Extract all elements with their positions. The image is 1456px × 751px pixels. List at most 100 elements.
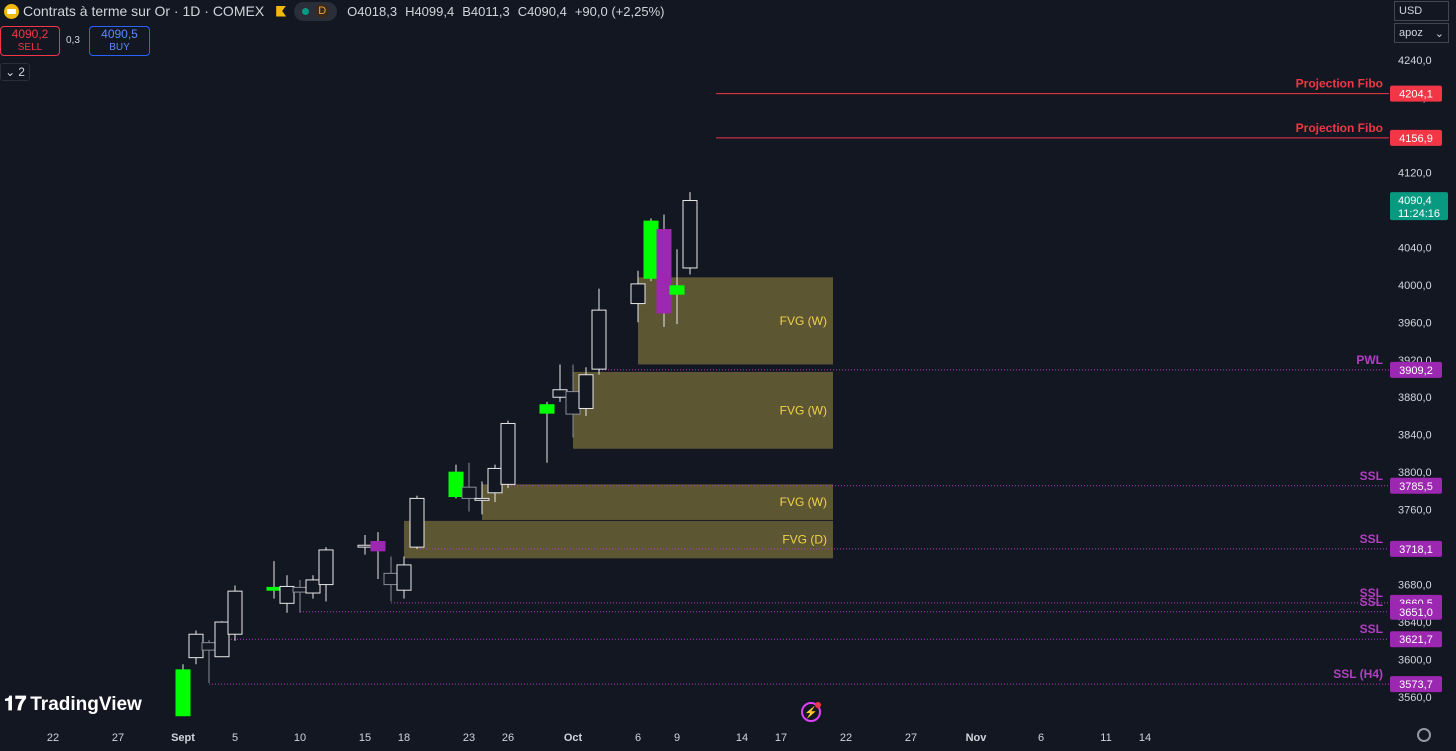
gold-symbol-icon (4, 3, 19, 19)
sell-button[interactable]: 4090,2 SELL (0, 26, 60, 56)
price-tag (1390, 361, 1442, 378)
low-label: B (462, 3, 471, 19)
price-tick-label: 4040,0 (1398, 242, 1432, 254)
candle-body (643, 220, 659, 279)
fvg-zone-label: FVG (W) (780, 403, 827, 417)
candle-body (175, 669, 191, 717)
price-tick-label: 3600,0 (1398, 655, 1432, 667)
price-tag (1390, 85, 1442, 102)
user-select[interactable]: apoz ⌄ (1394, 23, 1449, 43)
candle-body (448, 471, 464, 498)
time-tick-label: 11 (1100, 732, 1111, 744)
candle-body (591, 309, 607, 370)
candle-body (396, 564, 412, 591)
ohlc-values: O4018,3 H4099,4 B4011,3 C4090,4 +90,0 (+… (347, 4, 664, 19)
time-tick-label: 6 (635, 732, 641, 744)
price-tag (1390, 631, 1442, 648)
time-axis[interactable]: 22 27 Sept 5 10 15 18 23 26 Oct 6 9 14 17 22 27 Nov 6 11 14 (47, 732, 1151, 744)
price-tick-label: 3960,0 (1398, 317, 1432, 329)
fvg-zone-label: FVG (W) (780, 495, 827, 509)
candle-body (461, 486, 477, 499)
price-tick-label: 3840,0 (1398, 430, 1432, 442)
fvg-zone (573, 371, 833, 449)
price-tag-value: 3718,1 (1399, 544, 1433, 556)
time-tick-label: 9 (674, 732, 680, 744)
close-label: C (517, 3, 528, 19)
time-tick-label: 22 (840, 732, 852, 744)
status-chip: D (315, 4, 330, 18)
fibo-label: Projection Fibo (1296, 121, 1383, 135)
flag-icon[interactable] (276, 5, 287, 17)
candle-body (409, 497, 425, 548)
candle-body (188, 633, 204, 659)
time-tick-label: Sept (171, 732, 195, 744)
indicator-count: 2 (18, 65, 25, 79)
currency-value: USD (1399, 5, 1423, 17)
fvg-zone-label: FVG (D) (782, 533, 827, 547)
time-tick-label: 14 (1139, 732, 1151, 744)
price-tag-value: 3909,2 (1399, 365, 1433, 377)
price-tick-label: 3800,0 (1398, 467, 1432, 479)
spread-value: 0,3 (66, 35, 80, 46)
candle-body (578, 374, 594, 409)
candle-body (201, 642, 217, 651)
liquidity-label: PWL (1356, 353, 1383, 367)
candle-body (279, 585, 295, 604)
open-value: 4018,3 (357, 3, 398, 19)
currency-select[interactable]: USD (1394, 1, 1449, 21)
time-tick-label: 27 (905, 732, 917, 744)
price-tag-value: 3785,5 (1399, 481, 1433, 493)
time-tick-label: 6 (1038, 732, 1044, 744)
tradingview-logo[interactable]: 𝟏𝟕 TradingView (4, 693, 142, 716)
market-open-dot-icon (302, 7, 310, 15)
close-value: 4090,4 (527, 3, 567, 19)
time-tick-label: 27 (112, 732, 124, 744)
high-label: H (405, 3, 415, 19)
price-tick-label: 4240,0 (1398, 55, 1432, 67)
candle-body (305, 579, 321, 594)
gear-icon[interactable] (1417, 728, 1431, 742)
price-tag-value: 3573,7 (1399, 679, 1433, 691)
market-status[interactable]: D (294, 1, 338, 21)
indicators-toggle[interactable]: ⌄ 2 (0, 63, 30, 81)
high-value: 4099,4 (414, 3, 455, 19)
symbol-title[interactable]: Contrats à terme sur Or · 1D · COMEX (23, 3, 265, 19)
last-price-tag (1390, 192, 1448, 221)
price-tag (1390, 676, 1442, 693)
price-tick-label: 4120,0 (1398, 167, 1432, 179)
candle-body (214, 621, 230, 658)
low-value: 4011,3 (470, 3, 510, 19)
candle-body (474, 497, 490, 501)
candle-body (383, 572, 399, 586)
candle-body (227, 590, 243, 635)
fvg-zone (482, 484, 833, 520)
liquidity-label: SSL (1360, 532, 1383, 546)
price-tag (1390, 540, 1442, 557)
price-tick-label: 3680,0 (1398, 580, 1432, 592)
candle-body (552, 389, 568, 398)
time-tick-label: 10 (294, 732, 306, 744)
symbol-header: Contrats à terme sur Or · 1D · COMEX D O… (0, 0, 664, 22)
candle-body (266, 586, 282, 591)
time-tick-label: 23 (463, 732, 475, 744)
buy-price: 4090,5 (101, 27, 138, 41)
candle-body (539, 404, 555, 414)
buy-button[interactable]: 4090,5 BUY (89, 26, 150, 56)
last-price-value: 4090,4 (1398, 195, 1432, 207)
chevron-down-icon: ⌄ (1434, 27, 1444, 40)
candle-body (682, 200, 698, 269)
sell-price: 4090,2 (11, 27, 49, 41)
open-label: O (347, 3, 358, 19)
price-tag (1390, 129, 1442, 146)
candle-body (487, 467, 503, 494)
user-value: apoz (1399, 27, 1423, 39)
time-tick-label: 14 (736, 732, 748, 744)
flash-alert-icon[interactable]: ⚡ (801, 702, 821, 722)
price-tag-value: 3621,7 (1399, 634, 1433, 646)
price-tick-label: 3760,0 (1398, 505, 1432, 517)
time-tick-label: Nov (966, 732, 988, 744)
liquidity-label: SSL (1360, 586, 1383, 600)
bar-countdown: 11:24:16 (1398, 208, 1440, 220)
